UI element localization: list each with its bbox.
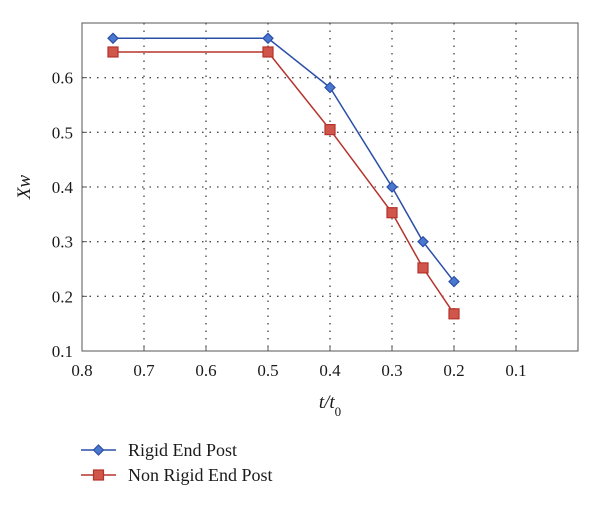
y-axis-title: Xw	[14, 175, 35, 201]
square-marker	[262, 46, 274, 58]
series-line	[113, 51, 455, 315]
x-tick-label: 0.7	[133, 361, 155, 380]
y-tick-label: 0.4	[52, 178, 74, 197]
diamond-marker	[107, 32, 119, 45]
square-marker	[448, 308, 460, 320]
square-marker	[324, 123, 336, 136]
series-2	[107, 46, 460, 320]
legend: Rigid End Post Non Rigid End Post	[81, 440, 273, 485]
grid	[82, 23, 578, 351]
x-tick-label: 0.1	[505, 361, 526, 380]
legend-label: Rigid End Post	[128, 440, 237, 460]
y-tick-label: 0.3	[52, 233, 73, 252]
series-1	[107, 32, 460, 288]
legend-item: Rigid End Post	[81, 440, 237, 460]
y-tick-label: 0.1	[52, 342, 73, 361]
diamond-marker	[417, 235, 429, 248]
x-tick-label: 0.6	[195, 361, 216, 380]
series-layer	[107, 32, 460, 320]
x-tick-label: 0.4	[319, 361, 341, 380]
y-tick-label: 0.2	[52, 287, 73, 306]
x-tick-label: 0.5	[257, 361, 278, 380]
square-marker	[92, 469, 105, 481]
y-axis: 0.1 0.2 0.3 0.4 0.5 0.6	[52, 69, 87, 361]
diamond-marker	[92, 444, 105, 456]
square-marker	[417, 262, 429, 274]
diamond-marker	[262, 32, 274, 45]
x-axis: 0.8 0.7 0.6 0.5 0.4 0.3 0.2 0.1	[71, 346, 527, 380]
series-line	[113, 37, 455, 283]
y-tick-label: 0.5	[52, 123, 73, 142]
x-tick-label: 0.3	[381, 361, 402, 380]
diamond-marker	[448, 275, 460, 288]
legend-item: Non Rigid End Post	[81, 465, 273, 485]
x-axis-title: t/t0	[319, 392, 341, 419]
y-tick-label: 0.6	[52, 69, 73, 88]
x-tick-label: 0.8	[71, 361, 92, 380]
diamond-marker	[386, 181, 398, 193]
diamond-marker	[324, 81, 336, 94]
legend-label: Non Rigid End Post	[128, 465, 273, 485]
x-tick-label: 0.2	[443, 361, 464, 380]
square-marker	[386, 207, 398, 219]
square-marker	[107, 46, 119, 58]
